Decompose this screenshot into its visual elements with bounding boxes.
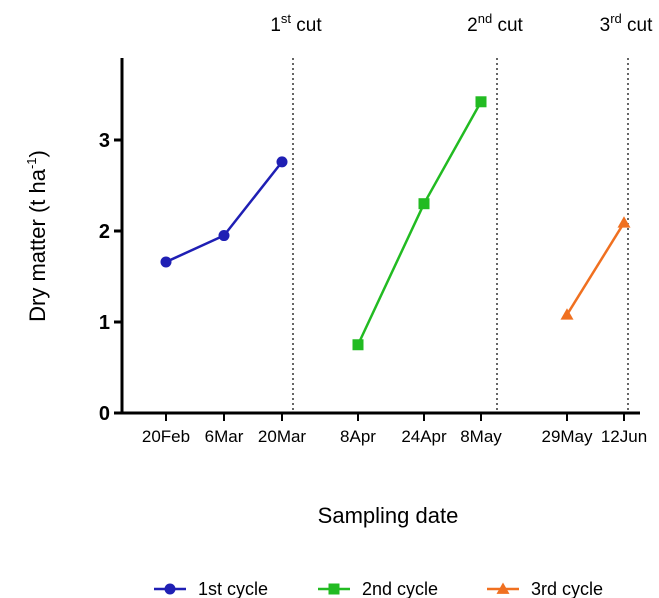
series-line — [356, 101, 483, 346]
x-tick-label: 12Jun — [601, 427, 647, 446]
x-tick-label: 6Mar — [205, 427, 244, 446]
series-layer — [160, 96, 631, 351]
legend-marker — [496, 582, 510, 594]
legend-label: 1st cycle — [198, 579, 268, 598]
y-axis-title: Dry matter (t ha-1) — [24, 150, 50, 322]
legend-label: 2nd cycle — [362, 579, 438, 598]
data-point — [276, 156, 288, 168]
y-tick-label: 2 — [99, 221, 110, 243]
x-tick-label: 29May — [541, 427, 593, 446]
x-tick-label: 24Apr — [401, 427, 447, 446]
axes: 0 1 2 3 20Feb 6Mar 20Mar 8Apr 24Apr 8May 29May 12Ju… — [24, 58, 647, 528]
data-point — [160, 256, 172, 268]
legend-marker — [164, 583, 176, 595]
series-3 — [560, 216, 631, 320]
x-tick-label: 20Mar — [258, 427, 307, 446]
cut-label: 3rd cut — [600, 11, 653, 36]
series-2 — [352, 96, 487, 351]
series-line — [165, 161, 283, 264]
cut-label: 1st cut — [270, 11, 322, 36]
legend: 1st cycle 2nd cycle 3rd cycle — [154, 579, 603, 598]
legend-item: 2nd cycle — [318, 579, 438, 598]
data-point — [418, 198, 430, 210]
cut-lines: 1st cut 2nd cut 3rd cut — [270, 11, 653, 413]
x-tick-label: 20Feb — [142, 427, 190, 446]
x-axis-title: Sampling date — [318, 503, 459, 528]
y-tick-label: 3 — [99, 130, 110, 152]
data-point — [617, 216, 631, 228]
data-point — [475, 96, 487, 108]
series-line — [565, 222, 626, 316]
legend-label: 3rd cycle — [531, 579, 603, 598]
legend-marker — [328, 583, 340, 595]
data-point — [218, 230, 230, 242]
data-point — [352, 339, 364, 351]
x-tick-label: 8Apr — [340, 427, 376, 446]
y-tick-label: 1 — [99, 312, 110, 334]
cut-label: 2nd cut — [467, 11, 523, 36]
legend-item: 3rd cycle — [487, 579, 603, 598]
y-tick-label: 0 — [99, 403, 110, 425]
legend-item: 1st cycle — [154, 579, 268, 598]
data-point — [560, 308, 574, 320]
x-tick-label: 8May — [460, 427, 502, 446]
series-1 — [160, 156, 288, 268]
